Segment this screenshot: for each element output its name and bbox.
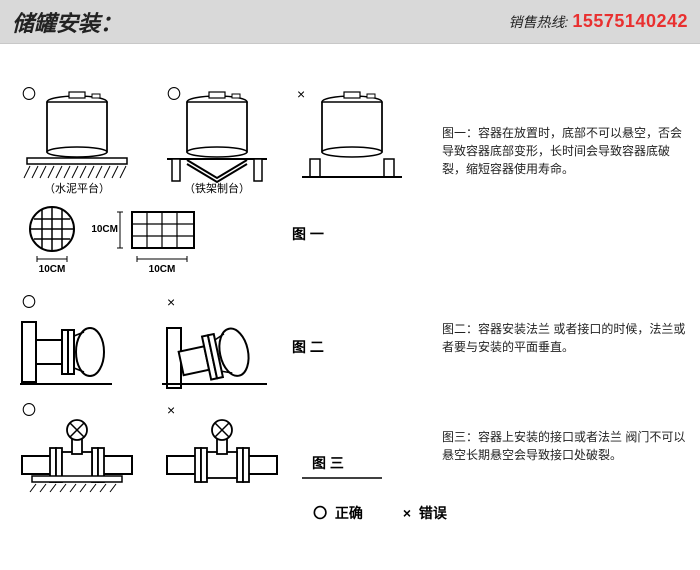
figure-2-row: 〇 ×	[12, 292, 688, 392]
figure-2-svg: 〇 ×	[12, 292, 442, 392]
figure-3-row: 〇 ×	[12, 400, 688, 495]
page-title: 储罐安装：	[12, 6, 122, 38]
legend: 〇 正确 × 错误	[72, 503, 688, 523]
dim-c: 10CM	[91, 224, 118, 235]
correct-mark-icon: 〇	[22, 402, 36, 418]
dim-b: 10CM	[149, 264, 176, 275]
hotline-number: 15575140242	[572, 11, 688, 32]
correct-mark-icon: 〇	[22, 294, 36, 310]
figure-3-desc: 图三：容器上安装的接口或者法兰 阀门不可以悬空长期悬空会导致接口处破裂。	[442, 400, 688, 464]
platform-a-caption: （水泥平台）	[44, 181, 110, 195]
figure-1-desc: 图一：容器在放置时，底部不可以悬空，否会导致容器底部变形，长时间会导致容器底破裂…	[442, 84, 688, 178]
figure-2-desc: 图二：容器安装法兰 或者接口的时候，法兰或者要与安装的平面垂直。	[442, 292, 688, 356]
figure-1-label: 图 一	[292, 226, 324, 242]
figure-1-diagrams: 〇 〇 ×	[12, 84, 442, 284]
figure-2-label: 图 二	[292, 339, 324, 355]
legend-wrong: × 错误	[403, 503, 447, 523]
correct-mark-icon: 〇	[313, 505, 327, 521]
correct-mark-icon: 〇	[22, 86, 36, 102]
figure-1-row: 〇 〇 ×	[12, 84, 688, 284]
correct-mark-icon: 〇	[167, 86, 181, 102]
wrong-mark-icon: ×	[167, 402, 175, 418]
hotline: 销售热线: 15575140242	[508, 11, 688, 32]
wrong-mark-icon: ×	[167, 294, 175, 310]
figure-1-svg: 〇 〇 ×	[12, 84, 442, 284]
legend-correct: 〇 正确	[313, 503, 363, 523]
wrong-mark-icon: ×	[297, 86, 305, 102]
content: 〇 〇 ×	[0, 44, 700, 533]
dim-a: 10CM	[39, 264, 66, 275]
figure-2-diagrams: 〇 ×	[12, 292, 442, 392]
hotline-label: 销售热线:	[508, 12, 568, 32]
figure-3-svg: 〇 ×	[12, 400, 442, 495]
wrong-mark-icon: ×	[403, 505, 411, 521]
header-bar: 储罐安装： 销售热线: 15575140242	[0, 0, 700, 44]
platform-b-caption: （铁架制台）	[184, 181, 250, 195]
figure-3-diagrams: 〇 ×	[12, 400, 442, 495]
figure-3-label: 图 三	[312, 455, 344, 471]
